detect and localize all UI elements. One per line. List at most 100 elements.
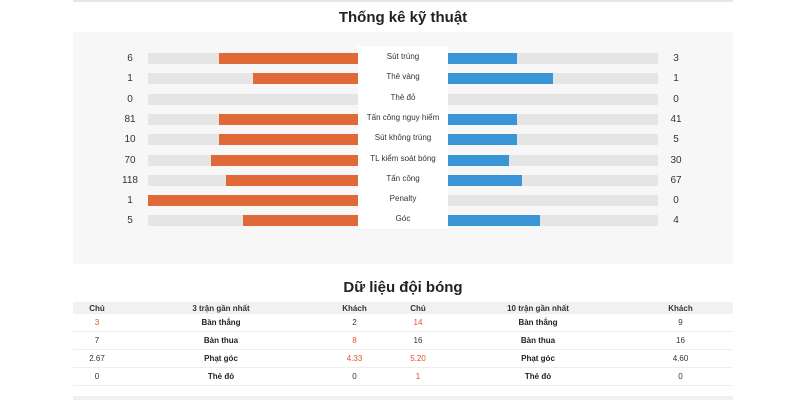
table-row: 7 Bàn thua 8 16 Bàn thua 16 — [73, 331, 733, 350]
home-3-value: 2.67 — [73, 349, 121, 368]
stat-home-track — [148, 73, 358, 85]
stat-home-bar — [242, 215, 358, 227]
stat-away-bar — [448, 73, 553, 85]
stat-name-10: Phạt góc — [448, 349, 628, 368]
bottom-divider — [73, 396, 733, 400]
stat-label: TL kiểm soát bóng — [358, 147, 448, 170]
table-row: 3 Bàn thắng 2 14 Bàn thắng 9 — [73, 314, 733, 332]
stat-home-track — [148, 195, 358, 207]
top-divider — [73, 0, 733, 2]
stat-away-value: 30 — [670, 154, 682, 166]
home-3-value: 3 — [73, 314, 121, 332]
away-3-value: 8 — [321, 331, 388, 350]
stat-away-track — [448, 93, 658, 105]
stat-away-track — [448, 113, 658, 125]
stat-home-bar — [211, 154, 358, 166]
stat-label: Tấn công — [358, 167, 448, 190]
stat-away-bar — [448, 154, 509, 166]
stat-home-track — [148, 174, 358, 186]
header-home-3: Chủ — [73, 302, 121, 314]
stat-name-3: Thẻ đỏ — [121, 367, 321, 386]
stat-home-value: 1 — [127, 73, 133, 85]
stat-label: Sút không trúng — [358, 127, 448, 150]
stat-away-value: 0 — [673, 195, 679, 207]
stat-away-bar — [448, 53, 518, 64]
stats-panel: 6 Sút trúng 3 1 Thẻ vàng 1 0 Thẻ đỏ 0 81 Tấn công … — [73, 32, 733, 264]
stat-away-bar — [448, 134, 518, 146]
stat-row: 6 Sút trúng 3 — [73, 46, 733, 72]
stat-home-track — [148, 215, 358, 227]
away-10-value: 0 — [628, 367, 733, 386]
stat-row: 1 Thẻ vàng 1 — [73, 66, 733, 92]
stat-label: Sút trúng — [358, 46, 448, 68]
away-3-value: 0 — [321, 367, 388, 386]
away-10-value: 16 — [628, 331, 733, 350]
stat-row: 10 Sút không trúng 5 — [73, 127, 733, 153]
stat-name-10: Bàn thua — [448, 331, 628, 350]
stat-label: Thẻ đỏ — [358, 86, 448, 109]
header-away-10: Khách — [628, 302, 733, 314]
stat-row: 5 Góc 4 — [73, 208, 733, 234]
stat-away-track — [448, 195, 658, 207]
stat-home-bar — [219, 113, 358, 125]
team-data-table: Chủ 3 trận gần nhất Khách Chủ 10 trận gầ… — [73, 302, 733, 386]
stat-row: 81 Tấn công nguy hiểm 41 — [73, 106, 733, 133]
stat-label: Góc — [358, 208, 448, 231]
stat-home-bar — [219, 53, 358, 64]
stat-home-bar — [148, 195, 358, 207]
header-last-3: 3 trận gần nhất — [121, 302, 321, 314]
stat-away-value: 67 — [670, 174, 682, 186]
stat-away-track — [448, 215, 658, 227]
stat-home-track — [148, 93, 358, 105]
header-away-3: Khách — [321, 302, 388, 314]
away-10-value: 9 — [628, 314, 733, 332]
stat-away-value: 5 — [673, 134, 679, 146]
stat-away-value: 1 — [673, 73, 679, 85]
away-3-value: 2 — [321, 314, 388, 332]
stat-home-value: 6 — [127, 53, 133, 64]
header-home-10: Chủ — [388, 302, 448, 314]
home-10-value: 16 — [388, 331, 448, 350]
away-3-value: 4.33 — [321, 349, 388, 368]
stat-away-value: 41 — [670, 113, 682, 125]
header-last-10: 10 trận gần nhất — [448, 302, 628, 314]
stat-away-track — [448, 174, 658, 186]
stat-home-bar — [219, 134, 358, 146]
stat-away-track — [448, 73, 658, 85]
stat-home-value: 70 — [124, 154, 136, 166]
table-row: 2.67 Phạt góc 4.33 5.20 Phạt góc 4.60 — [73, 349, 733, 368]
stat-away-value: 3 — [673, 53, 679, 64]
stat-home-bar — [253, 73, 358, 85]
table-header-row: Chủ 3 trận gần nhất Khách Chủ 10 trận gầ… — [73, 302, 733, 314]
table-row: 0 Thẻ đỏ 0 1 Thẻ đỏ 0 — [73, 367, 733, 386]
stat-home-bar — [225, 174, 358, 186]
stat-home-track — [148, 53, 358, 64]
away-10-value: 4.60 — [628, 349, 733, 368]
stat-home-value: 10 — [124, 134, 136, 146]
stat-away-track — [448, 154, 658, 166]
stat-home-value: 118 — [122, 174, 138, 186]
stat-row: 70 TL kiểm soát bóng 30 — [73, 147, 733, 174]
stat-label: Tấn công nguy hiểm — [358, 106, 448, 129]
stat-row: 118 Tấn công 67 — [73, 167, 733, 194]
stat-name-10: Bàn thắng — [448, 314, 628, 332]
home-10-value: 14 — [388, 314, 448, 332]
stat-home-value: 0 — [127, 93, 133, 105]
stat-name-10: Thẻ đỏ — [448, 367, 628, 386]
stat-away-bar — [448, 174, 522, 186]
stat-name-3: Bàn thua — [121, 331, 321, 350]
stat-away-value: 4 — [673, 215, 679, 227]
stat-away-track — [448, 53, 658, 64]
home-10-value: 5.20 — [388, 349, 448, 368]
stat-home-track — [148, 134, 358, 146]
home-3-value: 7 — [73, 331, 121, 350]
stat-name-3: Bàn thắng — [121, 314, 321, 332]
stat-away-track — [448, 134, 658, 146]
stat-home-value: 81 — [124, 113, 136, 125]
stat-home-value: 1 — [127, 195, 133, 207]
stat-label: Thẻ vàng — [358, 66, 448, 89]
stat-away-bar — [448, 215, 541, 227]
stat-name-3: Phạt góc — [121, 349, 321, 368]
stat-home-track — [148, 154, 358, 166]
home-10-value: 1 — [388, 367, 448, 386]
